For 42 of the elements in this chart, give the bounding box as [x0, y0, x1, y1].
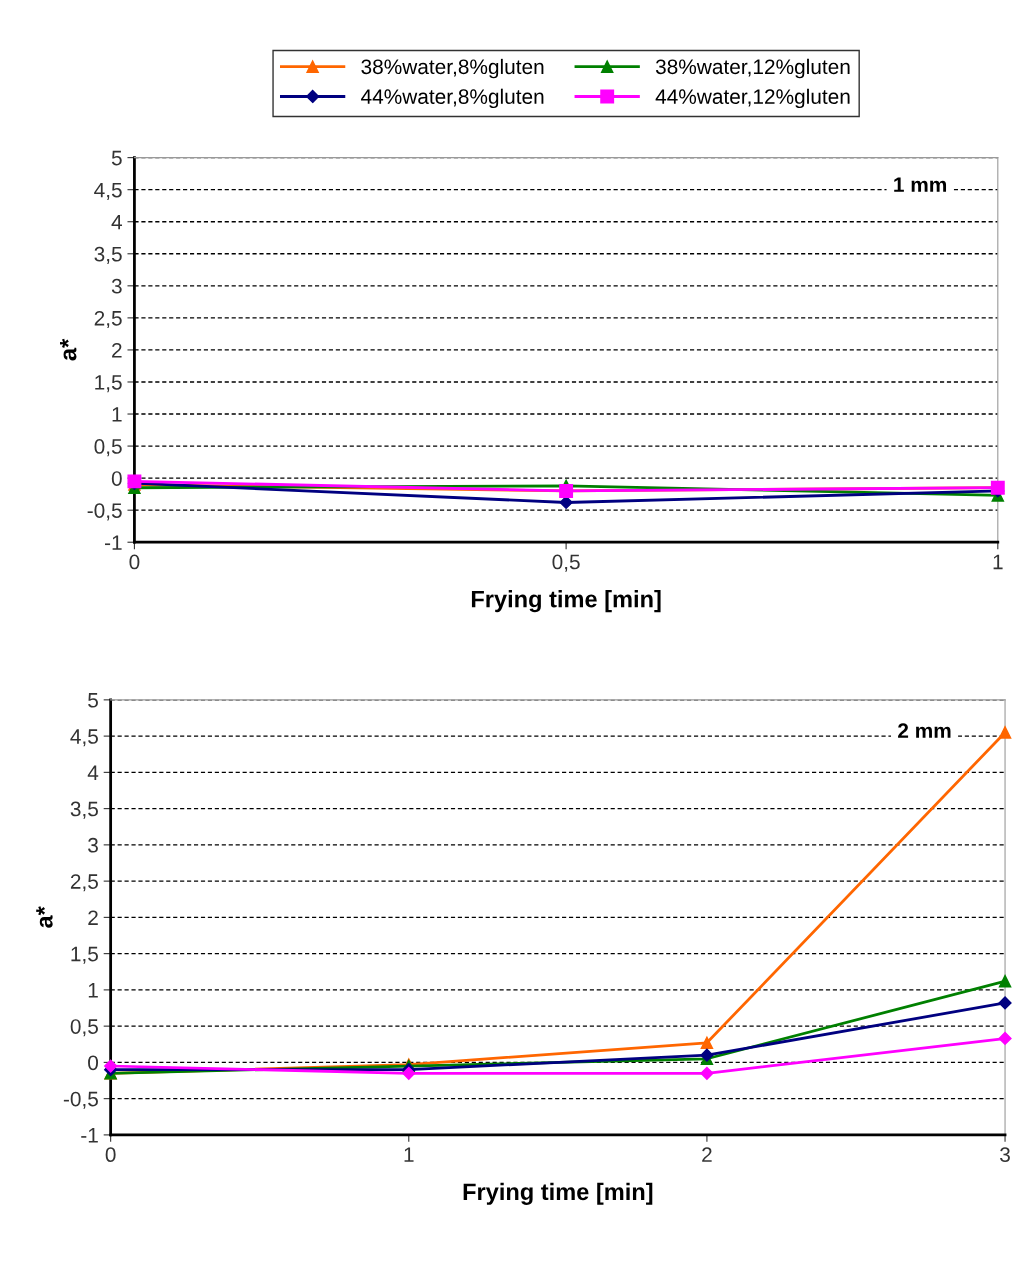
y-tick-label: 2,5 — [94, 310, 122, 329]
legend-label: 44%water,12%gluten — [655, 88, 850, 109]
y-tick-label: 0,5 — [94, 439, 122, 457]
y-tick-label: 4,5 — [70, 729, 98, 747]
x-axis-title: Frying time [min] — [471, 590, 661, 613]
y-tick-label: 2 — [112, 342, 122, 358]
x-tick-label: 1 — [993, 554, 1003, 570]
y-tick-label: 3,5 — [70, 801, 98, 819]
x-tick-label: 3 — [1000, 1147, 1010, 1163]
y-tick-label: 4,5 — [94, 182, 122, 200]
x-tick-label: 2 — [702, 1147, 712, 1162]
x-tick-label: 0,5 — [552, 554, 580, 572]
y-tick-label: 1 — [88, 983, 98, 998]
y-tick-label: 4 — [111, 214, 123, 230]
y-tick-label: 1 — [112, 407, 122, 422]
y-axis-title: a* — [60, 338, 77, 361]
y-tick-label: 2 — [88, 910, 98, 925]
y-tick-label: 4 — [87, 765, 99, 780]
annotation: 2 mm — [898, 723, 951, 738]
x-axis-title: Frying time [min] — [463, 1182, 653, 1205]
y-tick-label: 1,5 — [71, 946, 98, 964]
y-tick-label: -1 — [81, 1128, 98, 1143]
y-tick-label: 1,5 — [95, 375, 122, 393]
legend-label: 38%water,12%gluten — [655, 58, 850, 79]
y-tick-label: 0,5 — [70, 1019, 98, 1037]
y-tick-label: -0,5 — [63, 1091, 98, 1109]
y-tick-label: 2,5 — [70, 874, 98, 892]
y-tick-label: 0 — [111, 471, 122, 486]
y-tick-label: -0,5 — [87, 503, 122, 521]
y-axis-title: a* — [36, 906, 53, 928]
y-tick-label: 5 — [111, 150, 122, 166]
legend-label: 38%water,8%gluten — [361, 58, 544, 79]
x-tick-label: 1 — [404, 1147, 414, 1162]
y-tick-label: -1 — [105, 535, 122, 550]
y-tick-label: 5 — [88, 693, 98, 708]
annotation: 1 mm — [894, 177, 947, 192]
x-tick-label: 0 — [129, 554, 140, 570]
y-tick-label: 3 — [88, 837, 98, 853]
y-tick-label: 0 — [88, 1055, 99, 1071]
legend-label: 44%water,8%gluten — [361, 88, 544, 109]
y-tick-label: 3,5 — [94, 246, 122, 264]
y-tick-label: 3 — [111, 278, 122, 294]
